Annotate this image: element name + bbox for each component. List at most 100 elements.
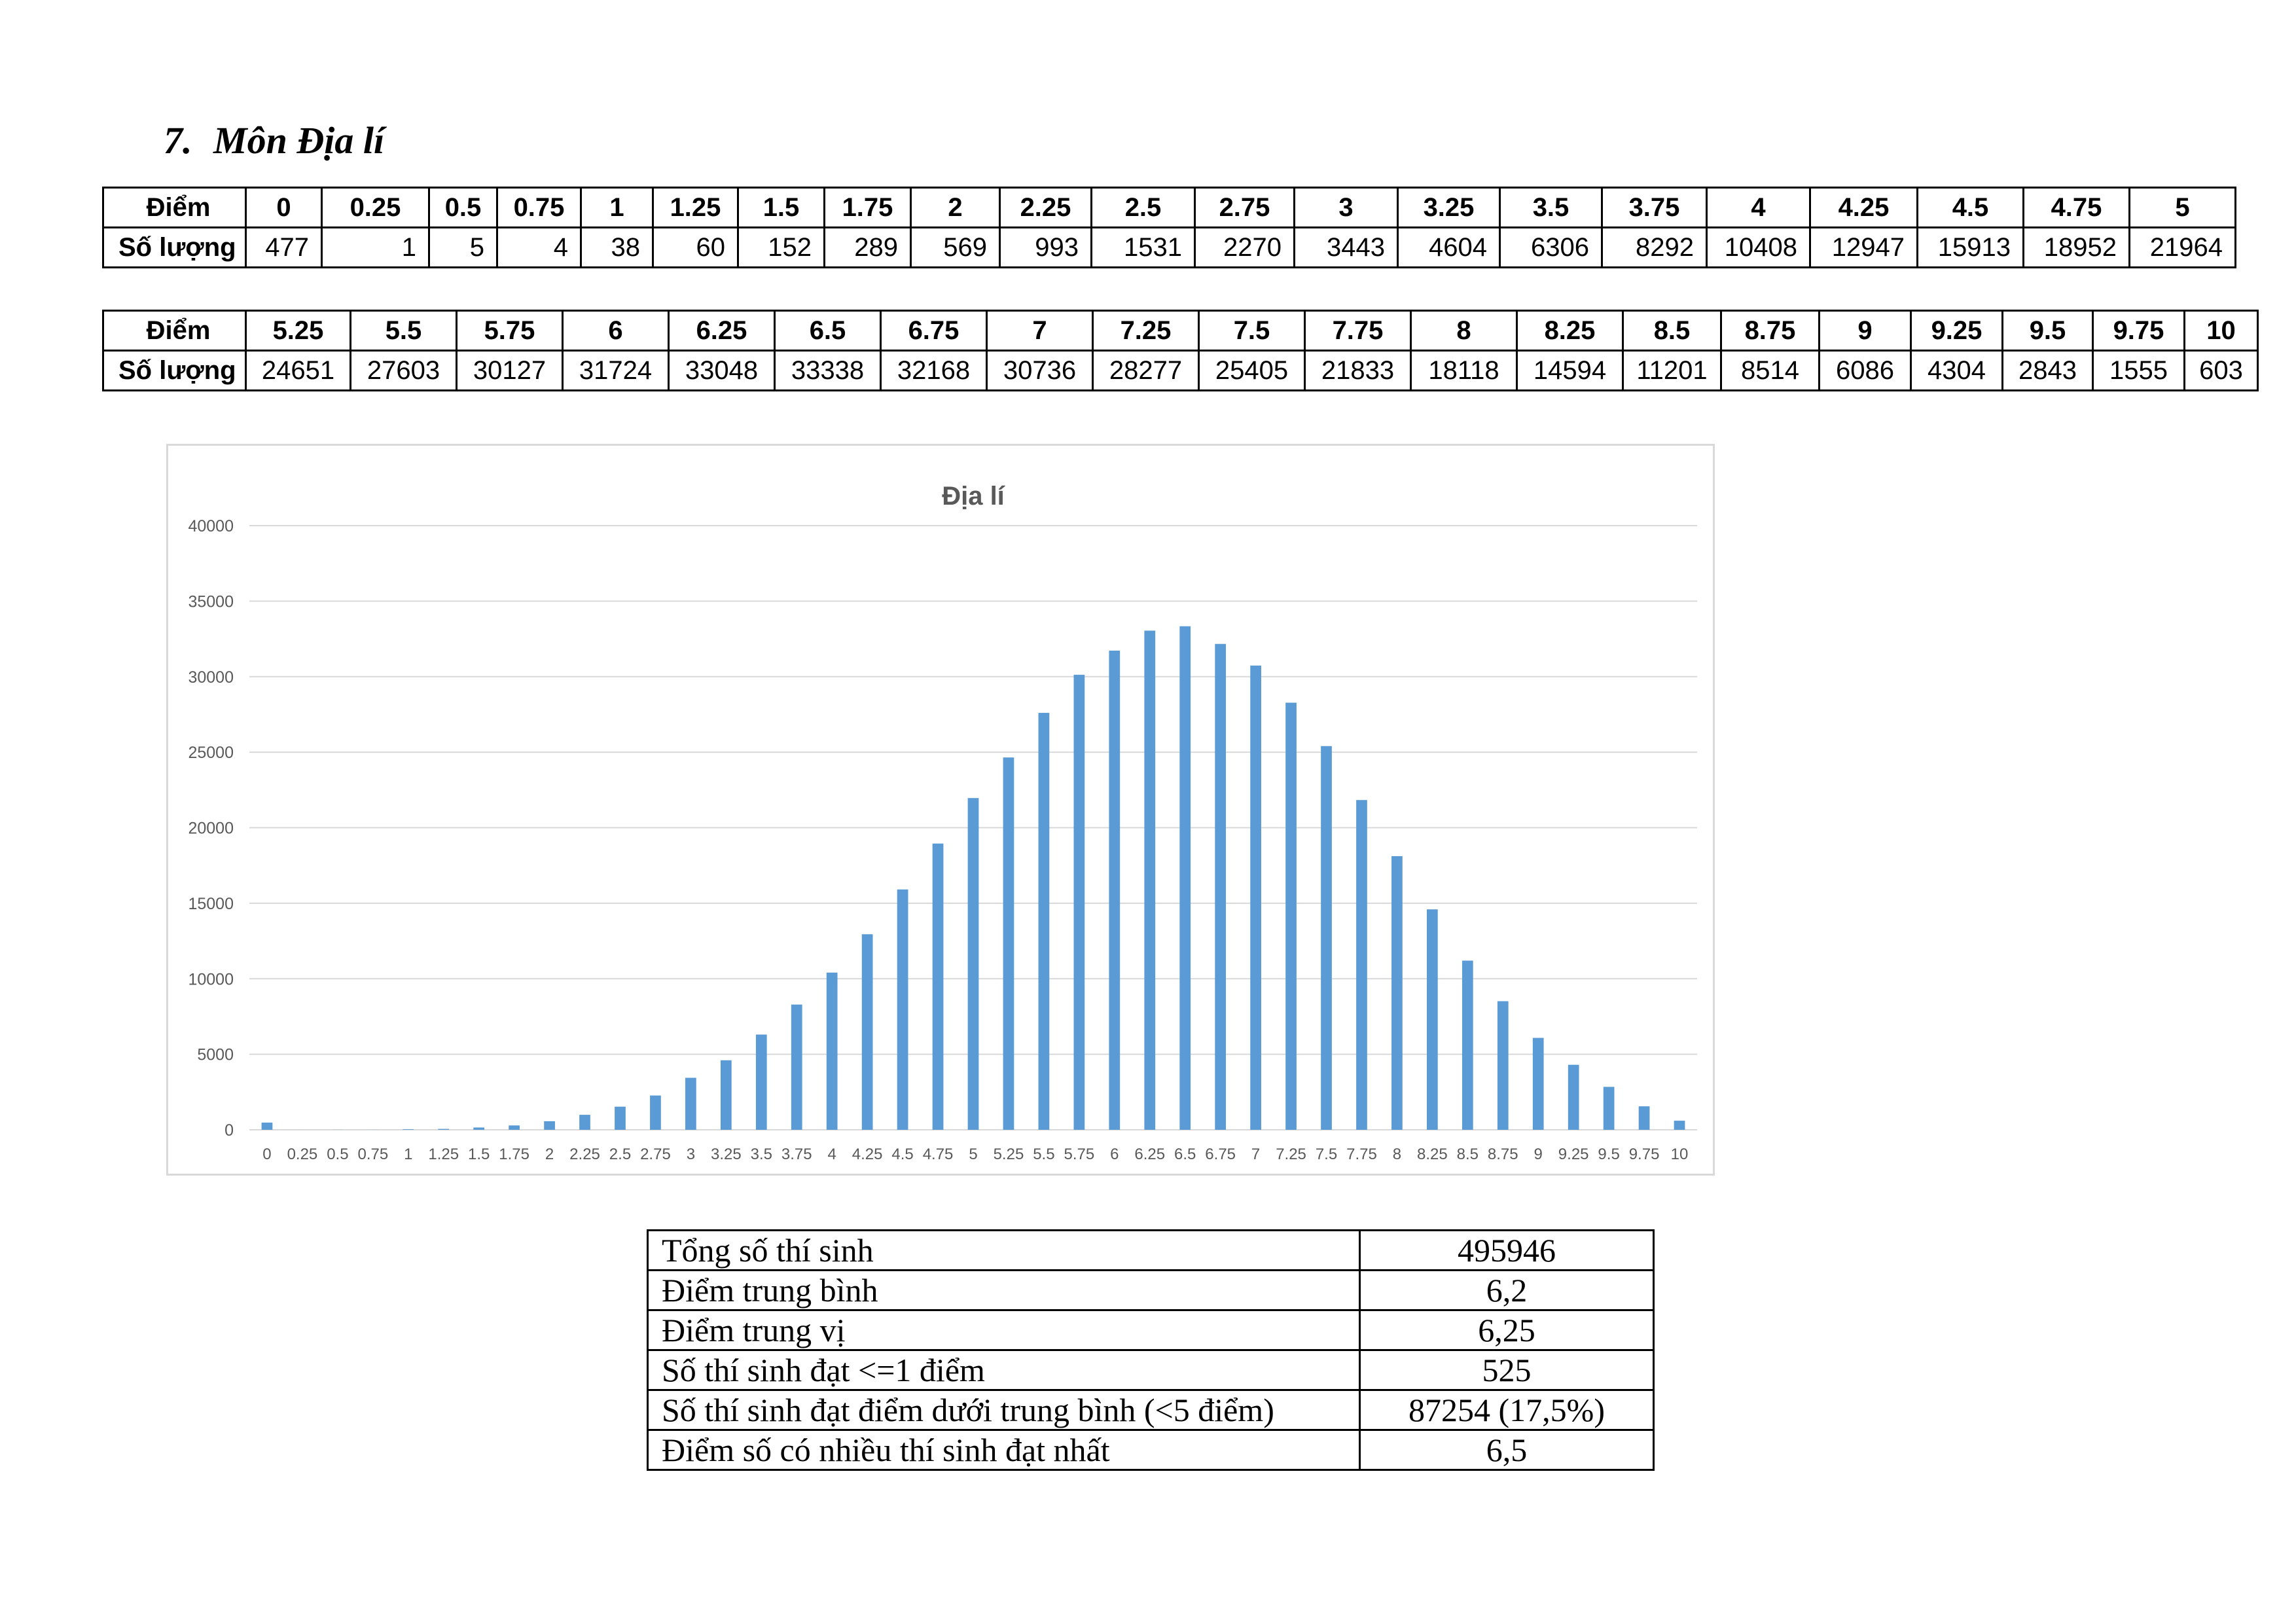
count-cell: 152 [737,226,825,268]
x-tick-label: 0.75 [357,1146,388,1163]
count-cell: 4 [496,226,582,268]
summary-value: 6,2 [1359,1269,1655,1311]
x-tick-label: 9.75 [1629,1146,1660,1163]
x-tick-label: 6.25 [1134,1146,1165,1163]
summary-label: Số thí sinh đạt <=1 điểm [647,1349,1361,1391]
count-cell: 8292 [1601,226,1708,268]
x-tick-label: 2.25 [569,1146,600,1163]
x-tick-label: 8.75 [1488,1146,1518,1163]
score-cell: 6.25 [668,310,776,352]
bar [861,934,873,1130]
y-tick-label: 30000 [188,668,234,687]
summary-label: Tổng số thí sinh [647,1229,1361,1271]
x-tick-label: 1 [404,1146,412,1163]
y-tick-label: 10000 [188,970,234,988]
score-cell: 5 [2128,187,2236,228]
count-cell: 15913 [1916,226,2024,268]
summary-value: 525 [1359,1349,1655,1391]
count-cell: 21833 [1304,350,1412,391]
score-cell: 6.5 [774,310,882,352]
x-tick-label: 8 [1393,1146,1401,1163]
bar [261,1122,273,1130]
bar [509,1125,520,1130]
count-cell: 289 [823,226,912,268]
x-tick-label: 4.5 [891,1146,913,1163]
score-cell: 2.75 [1194,187,1295,228]
x-tick-label: 1.25 [428,1146,459,1163]
x-tick-label: 3 [687,1146,695,1163]
count-cell: 25405 [1198,350,1306,391]
count-cell: 31724 [562,350,670,391]
score-cell: 4.5 [1916,187,2024,228]
summary-table: Tổng số thí sinh 495946 Điểm trung bình 6,2… [647,1229,1655,1471]
summary-value: 6,25 [1359,1309,1655,1351]
section-number: 7. [164,119,192,162]
count-cell: 38 [580,226,654,268]
count-cell: 4604 [1397,226,1501,268]
summary-row: Số thí sinh đạt điểm dưới trung bình (<5… [647,1389,1655,1431]
count-row-label: Số lượng [102,226,247,268]
score-cell: 5.25 [245,310,351,352]
y-tick-label: 15000 [188,895,234,913]
count-cell: 60 [652,226,739,268]
x-tick-label: 7.25 [1276,1146,1306,1163]
score-cell: 3.75 [1601,187,1708,228]
y-tick-label: 20000 [188,820,234,838]
count-cell: 12947 [1809,226,1918,268]
bar [1568,1064,1579,1130]
count-cell: 32168 [880,350,988,391]
score-table-part-1: Điểm 0 0.25 0.5 0.75 1 1.25 1.5 1.75 2 2.25 2.5 2.7… [102,187,2236,268]
count-cell: 477 [245,226,323,268]
x-tick-label: 10 [1671,1146,1689,1163]
count-cell: 1531 [1090,226,1196,268]
bar [932,843,944,1130]
count-row: Số lượng 477 1 5 4 38 60 152 289 569 993 1531 2270 3… [102,226,2236,268]
score-cell: 5.5 [350,310,457,352]
score-distribution-chart: Địa lí0500010000150002000025000300003500… [188,482,1697,1163]
score-header-row: Điểm 0 0.25 0.5 0.75 1 1.25 1.5 1.75 2 2.25 2.5 2.7… [102,187,2236,228]
count-cell: 21964 [2128,226,2236,268]
bar [544,1121,555,1130]
bar [473,1127,485,1130]
chart-container: Địa lí 0 5000 10000 15000 20000 25000 30000 3500… [166,444,1715,1176]
bar [1038,713,1050,1130]
bar [1532,1038,1544,1130]
bar [1638,1106,1650,1130]
summary-row: Điểm số có nhiều thí sinh đạt nhất 6,5 [647,1429,1655,1471]
score-cell: 2.25 [999,187,1092,228]
bar [1073,674,1085,1130]
score-cell: 1 [580,187,654,228]
bar [826,972,838,1130]
bar [1674,1121,1685,1130]
bar [1215,643,1227,1130]
count-cell: 6086 [1818,350,1912,391]
bar [615,1106,626,1130]
summary-row: Điểm trung vị 6,25 [647,1309,1655,1351]
score-cell: 9.5 [2001,310,2094,352]
x-tick-label: 7.5 [1316,1146,1337,1163]
score-cell: 1.25 [652,187,739,228]
x-tick-label: 2 [545,1146,554,1163]
score-cell: 9.25 [1910,310,2003,352]
count-cell: 11201 [1622,350,1722,391]
summary-value: 6,5 [1359,1429,1655,1471]
score-cell: 8.75 [1720,310,1820,352]
count-cell: 993 [999,226,1092,268]
score-cell: 7.25 [1092,310,1200,352]
score-table-part-2: Điểm 5.25 5.5 5.75 6 6.25 6.5 6.75 7 7.25 7.5 7.75… [102,310,2259,391]
y-tick-label: 40000 [188,517,234,535]
score-cell: 1.5 [737,187,825,228]
count-cell: 30736 [986,350,1094,391]
x-tick-label: 4.75 [923,1146,954,1163]
bar [1285,702,1297,1130]
x-tick-label: 6.5 [1174,1146,1196,1163]
x-tick-label: 9.5 [1598,1146,1619,1163]
y-tick-label: 35000 [188,592,234,611]
x-tick-label: 9 [1534,1146,1543,1163]
x-tick-label: 6.75 [1205,1146,1236,1163]
score-cell: 4.75 [2022,187,2130,228]
summary-label: Điểm trung vị [647,1309,1361,1351]
count-cell: 4304 [1910,350,2003,391]
score-cell: 0.25 [321,187,430,228]
x-tick-label: 2.5 [609,1146,631,1163]
